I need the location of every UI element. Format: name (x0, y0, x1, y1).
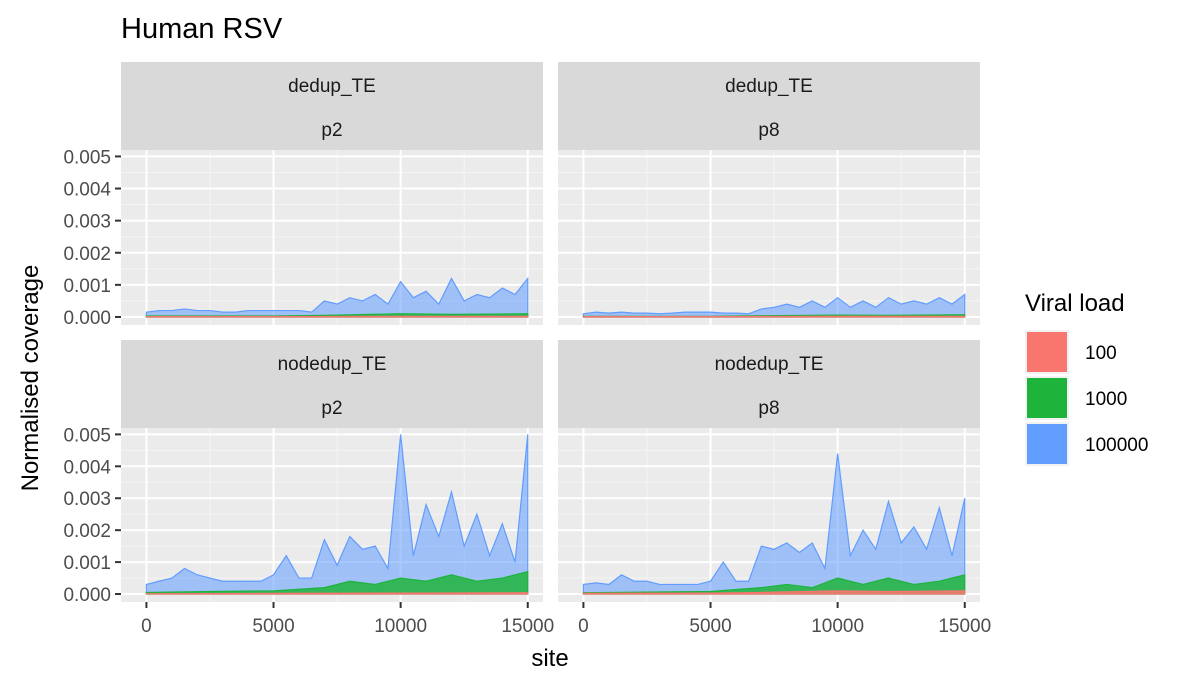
x-tick-label: 0 (141, 616, 152, 637)
x-axis-label: site (531, 645, 568, 672)
series-area-100 (145, 315, 529, 318)
y-tick-label: 0.002 (63, 521, 111, 542)
series-area-1000 (145, 570, 529, 595)
facet-strip-label-bottom: p8 (758, 398, 779, 419)
facet-strip-2 (121, 340, 543, 428)
series-area-1000 (582, 574, 966, 595)
y-tick-label: 0.001 (63, 276, 111, 297)
y-tick-label: 0.002 (63, 244, 111, 265)
series-area-100 (582, 315, 966, 318)
series-area-100000 (145, 276, 529, 318)
y-tick-label: 0.000 (63, 585, 111, 606)
series-area-100000 (145, 434, 529, 595)
panel-background-1 (558, 150, 980, 325)
x-tick-label: 15000 (501, 616, 554, 637)
facet-strip-3 (558, 340, 980, 428)
series-area-100000 (582, 293, 966, 318)
y-tick-label: 0.005 (63, 147, 111, 168)
facet-strip-1 (558, 62, 980, 150)
series-area-100000 (582, 453, 966, 595)
legend-label: 100000 (1085, 435, 1148, 456)
facet-strip-label-top: dedup_TE (725, 76, 813, 97)
y-axis-label: Normalised coverage (17, 265, 44, 492)
y-tick-label: 0.003 (63, 212, 111, 233)
legend-key-100 (1027, 332, 1067, 372)
legend: Viral load 100 1000 100000 (1025, 290, 1148, 466)
legend-label: 1000 (1085, 389, 1127, 410)
legend-key-100000 (1027, 424, 1067, 464)
x-tick-label: 10000 (374, 616, 427, 637)
y-tick-label: 0.000 (63, 308, 111, 329)
chart-title: Human RSV (121, 13, 283, 45)
x-tick-label: 5000 (252, 616, 294, 637)
facet-strip-label-top: nodedup_TE (278, 354, 387, 375)
y-tick-label: 0.005 (63, 425, 111, 446)
panels-layer: dedup_TE p2 0.000 0.001 0.002 0.003 0.004 0.005… (63, 62, 991, 637)
facet-strip-label-top: dedup_TE (288, 76, 376, 97)
facet-strip-label-bottom: p2 (321, 398, 342, 419)
x-tick-label: 15000 (938, 616, 991, 637)
y-tick-label: 0.001 (63, 553, 111, 574)
legend-key-1000 (1027, 378, 1067, 418)
x-tick-label: 0 (578, 616, 589, 637)
facet-strip-label-bottom: p8 (758, 120, 779, 141)
y-tick-label: 0.004 (63, 180, 111, 201)
panel-background-0 (121, 150, 543, 325)
x-tick-label: 5000 (689, 616, 731, 637)
facet-strip-label-bottom: p2 (321, 120, 342, 141)
facet-strip-0 (121, 62, 543, 150)
legend-label: 100 (1085, 343, 1117, 364)
series-area-100 (145, 592, 529, 595)
legend-title: Viral load (1025, 290, 1125, 317)
facet-strip-label-top: nodedup_TE (715, 354, 824, 375)
x-tick-label: 10000 (811, 616, 864, 637)
y-tick-label: 0.004 (63, 457, 111, 478)
series-area-100 (582, 590, 966, 595)
y-tick-label: 0.003 (63, 489, 111, 510)
